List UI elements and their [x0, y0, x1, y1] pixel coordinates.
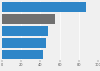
Bar [2, 26, 48, 36]
Bar [2, 14, 55, 24]
Bar [2, 38, 46, 47]
Bar [2, 2, 86, 12]
Bar [2, 50, 43, 59]
